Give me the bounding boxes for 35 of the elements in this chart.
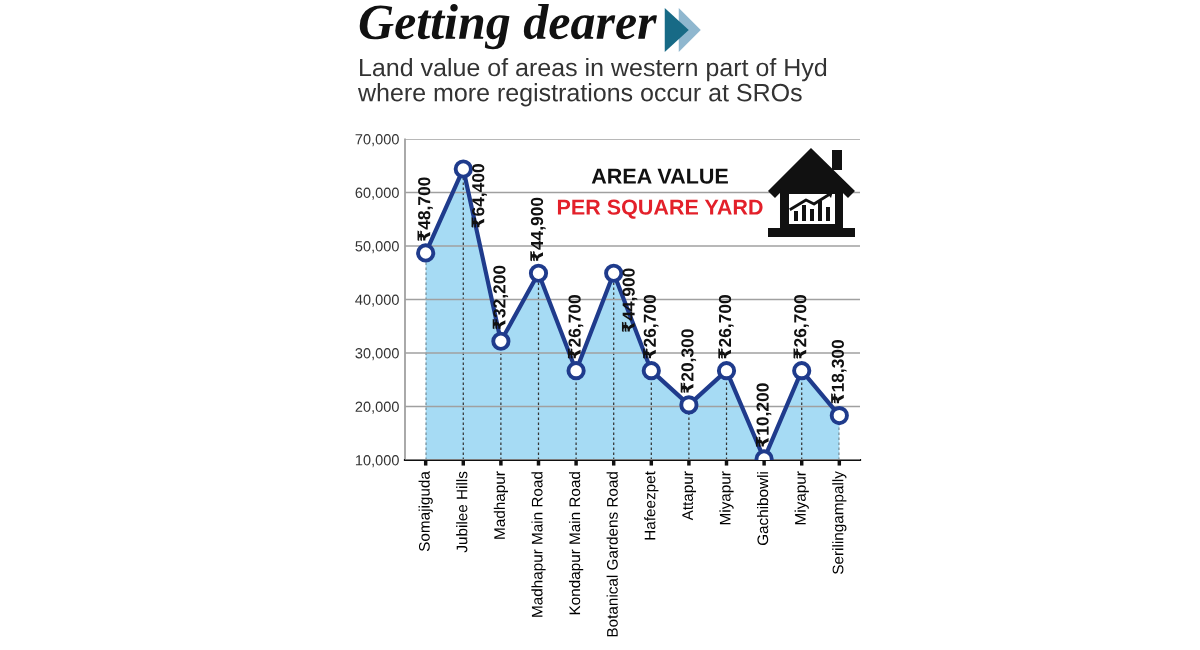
x-tick-label: Botanical Gardens Road [606,472,618,637]
data-label: ₹18,300 [831,340,847,404]
data-label: ₹10,200 [755,383,772,447]
data-label: ₹26,700 [567,295,584,359]
annotation: PER SQUARE YARD [557,199,763,219]
y-tick-label: 30,000 [355,348,399,361]
data-label: ₹44,900 [530,197,546,262]
y-tick-label: 70,000 [355,134,399,147]
x-tick-label: Somajiguda [418,471,433,552]
data-label: ₹20,300 [680,329,697,393]
annotation: AREA VALUE [591,168,728,184]
x-tick-label: Jubilee Hills [456,471,468,553]
data-label: ₹64,400 [471,164,487,228]
y-tick-label: 50,000 [355,241,399,254]
y-tick-label: 60,000 [355,187,399,200]
x-tick-label: Miyapur [719,471,734,525]
y-tick-label: 40,000 [355,294,399,307]
x-tick-label: Miyapur [794,471,809,525]
x-tick-label: Serilingampally [832,471,847,575]
data-label: ₹26,700 [793,295,809,359]
x-tick-label: Kondapur Main Road [568,472,584,615]
x-tick-label: Hafeezpet [644,471,659,540]
data-label: ₹26,700 [643,295,659,359]
x-tick-label: Madhapur [493,471,509,539]
x-tick-label: Madhapur Main Road [531,472,546,617]
data-label: ₹26,700 [718,295,734,359]
x-tick-label: Attapur [682,471,697,521]
data-label: ₹32,200 [492,265,509,330]
y-tick-label: 10,000 [355,455,399,468]
x-tick-label: Gachibowli [756,472,769,546]
chart-title: Getting dearer [359,4,657,50]
data-label: ₹44,900 [621,268,638,333]
y-tick-label: 20,000 [355,401,399,414]
data-label: ₹48,700 [417,177,433,241]
chart-subtitle: Land value of areas in western part of Hyd where more registrations occur at SROs [357,58,827,107]
